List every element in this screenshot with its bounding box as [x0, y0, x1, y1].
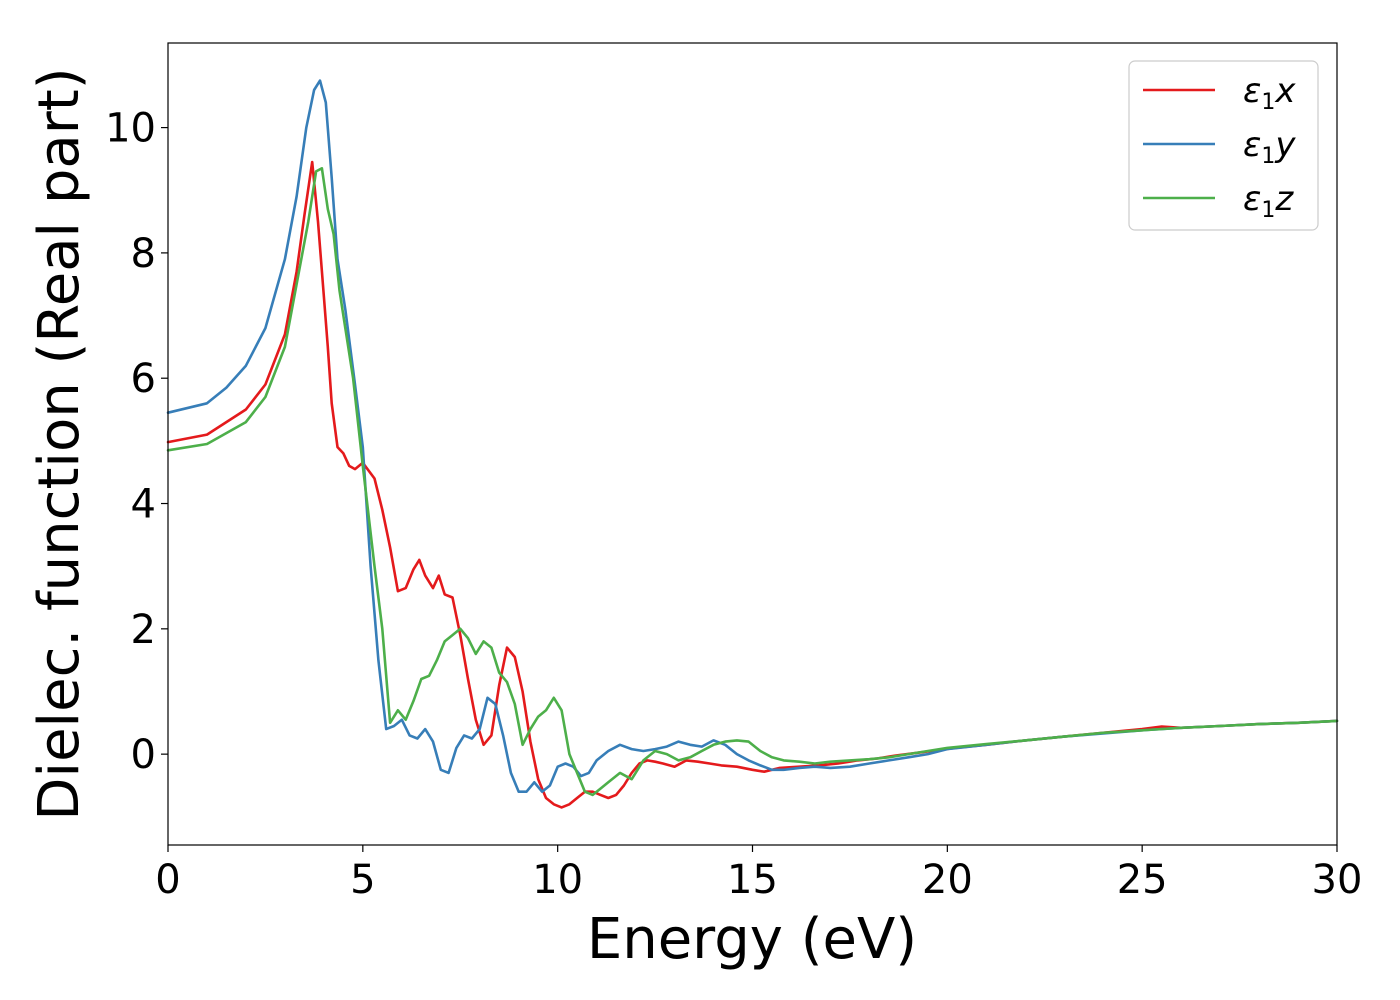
legend-label-x: ε1x — [1243, 71, 1296, 115]
legend-label-y: ε1y — [1243, 125, 1296, 169]
x-tick-label: 20 — [922, 857, 973, 903]
y-axis-title: Dielec. function (Real part) — [27, 67, 92, 820]
x-tick-label: 25 — [1117, 857, 1168, 903]
legend-label-z: ε1z — [1243, 179, 1294, 223]
y-tick-label: 0 — [131, 732, 156, 778]
x-axis-title: Energy (eV) — [587, 907, 917, 972]
legend-box — [1128, 60, 1319, 231]
y-tick-label: 4 — [131, 482, 156, 528]
y-axis-ticks: 0 2 4 6 8 10 — [105, 106, 168, 778]
series-line-y — [166, 79, 1339, 794]
y-tick-label: 2 — [131, 607, 156, 653]
x-tick-label: 10 — [532, 857, 583, 903]
y-tick-label: 6 — [131, 356, 156, 402]
x-axis-ticks: 0 5 10 15 20 25 30 — [155, 845, 1362, 903]
x-tick-label: 0 — [155, 857, 180, 903]
series-line-z — [166, 167, 1339, 797]
legend: ε1x ε1y ε1z — [1128, 60, 1319, 231]
y-tick-label: 10 — [105, 106, 156, 152]
x-tick-label: 15 — [727, 857, 778, 903]
y-tick-label: 8 — [131, 231, 156, 277]
plot-lines — [166, 79, 1339, 809]
x-tick-label: 30 — [1312, 857, 1363, 903]
x-tick-label: 5 — [350, 857, 375, 903]
